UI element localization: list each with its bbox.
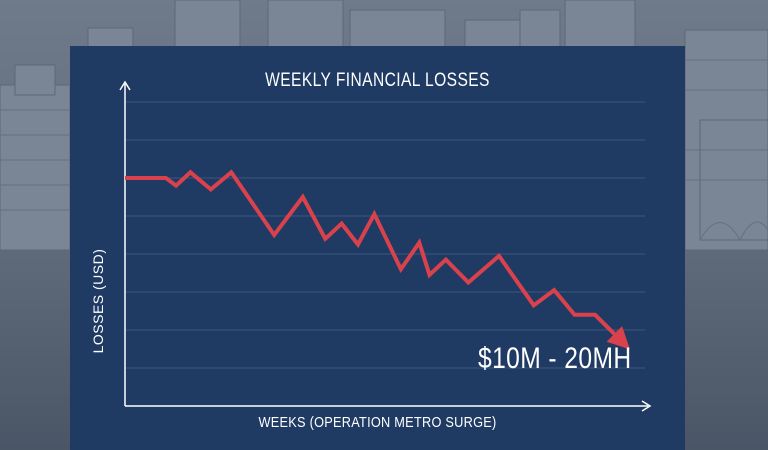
x-axis-arrow: [641, 400, 652, 412]
series-arrowhead: [606, 326, 630, 350]
chart-title: WEEKLY FINANCIAL LOSSES: [265, 70, 490, 91]
line-chart: [119, 80, 652, 412]
series-line: [125, 169, 628, 347]
y-axis-label: LOSSES (USD): [90, 248, 106, 354]
y-axis-arrow: [119, 80, 131, 91]
chart-panel: WEEKLY FINANCIAL LOSSES LOSSES (USD) WEE…: [70, 46, 685, 450]
gridlines: [125, 101, 645, 369]
x-axis-label: WEEKS (OPERATION METRO SURGE): [258, 414, 497, 431]
series-layer: [124, 169, 630, 350]
axes: [119, 80, 652, 412]
loss-range-annotation: $10M - 20MH: [478, 342, 632, 375]
